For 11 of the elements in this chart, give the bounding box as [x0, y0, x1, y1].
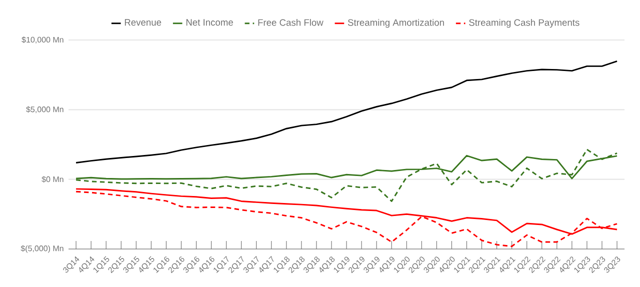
- legend-label: Revenue: [124, 19, 162, 26]
- legend-label: Free Cash Flow: [258, 18, 324, 26]
- legend-label: Net Income: [186, 19, 233, 26]
- y-tick-label: $10,000 Mn: [22, 36, 64, 44]
- line-series: [75, 60, 618, 164]
- y-tick-label: $0 Mn: [42, 176, 64, 183]
- legend-label: Streaming Cash Payments: [469, 18, 580, 28]
- y-tick-label: $(5,000) Mn: [20, 245, 64, 253]
- line-series: [75, 190, 618, 248]
- y-tick-label: $5,000 Mn: [26, 106, 64, 114]
- legend-label: Streaming Amortization: [348, 18, 444, 28]
